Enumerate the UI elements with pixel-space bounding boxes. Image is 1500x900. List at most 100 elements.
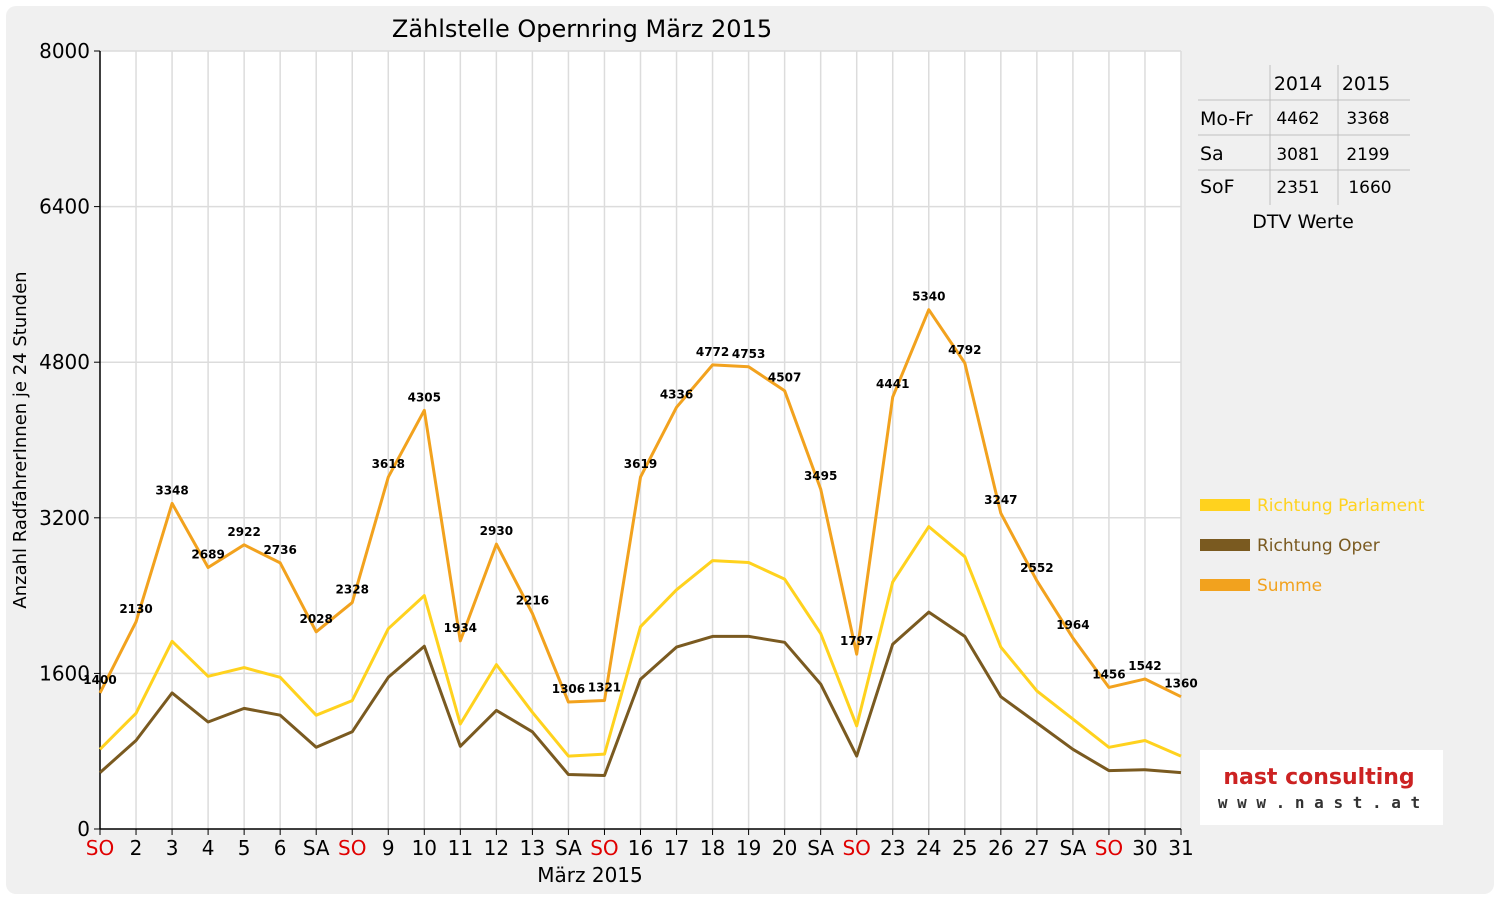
- dtv-cell: 3081: [1276, 145, 1319, 165]
- x-tick-label: SO: [842, 836, 870, 860]
- data-label: 4441: [876, 377, 909, 391]
- x-tick-label: SO: [590, 836, 618, 860]
- x-tick-label: SA: [303, 836, 330, 860]
- dtv-cell: 2351: [1276, 178, 1319, 198]
- data-label: 5340: [912, 290, 945, 304]
- dtv-cell: 4462: [1276, 109, 1319, 129]
- y-tick-label: 6400: [39, 195, 90, 219]
- x-tick-label: 16: [628, 836, 653, 860]
- x-tick-label: 27: [1024, 836, 1049, 860]
- x-tick-label: 25: [952, 836, 977, 860]
- data-label: 3348: [155, 483, 188, 497]
- x-tick-label: 19: [736, 836, 761, 860]
- y-tick-label: 1600: [39, 661, 90, 685]
- data-label: 4305: [408, 390, 441, 404]
- data-label: 4792: [948, 343, 981, 357]
- legend-swatch: [1200, 499, 1250, 511]
- dtv-table: 2014 2015 Mo-Fr 4462 3368 Sa 3081 2199 S…: [1198, 65, 1410, 233]
- legend-label: Richtung Parlament: [1257, 496, 1425, 516]
- legend-label: Summe: [1257, 576, 1322, 596]
- data-label: 3247: [984, 493, 1017, 507]
- x-tick-label: 11: [448, 836, 473, 860]
- x-tick-label: 4: [202, 836, 215, 860]
- x-tick-label: SO: [86, 836, 114, 860]
- x-tick-label: 10: [412, 836, 437, 860]
- data-label: 4772: [696, 345, 729, 359]
- x-tick-label: 6: [274, 836, 287, 860]
- legend-swatch: [1200, 539, 1250, 551]
- data-label: 1542: [1128, 659, 1161, 673]
- x-tick-label: SA: [807, 836, 834, 860]
- data-label: 2552: [1020, 561, 1053, 575]
- y-tick-label: 8000: [39, 39, 90, 63]
- data-label: 1360: [1164, 677, 1197, 691]
- data-label: 3619: [624, 457, 657, 471]
- data-label: 2736: [263, 543, 296, 557]
- x-tick-label: 23: [880, 836, 905, 860]
- dtv-cell: 3368: [1346, 109, 1389, 129]
- data-label: 2922: [227, 525, 260, 539]
- y-tick-label: 3200: [39, 506, 90, 530]
- grid: [100, 50, 1182, 829]
- dtv-cell: 2199: [1346, 145, 1389, 165]
- x-tick-label: 3: [166, 836, 179, 860]
- x-tick-label: 5: [238, 836, 251, 860]
- x-tick-label: 12: [484, 836, 509, 860]
- x-tick-label: SA: [1060, 836, 1087, 860]
- x-axis-title: März 2015: [537, 863, 643, 887]
- data-label: 1306: [552, 682, 585, 696]
- x-tick-label: 24: [916, 836, 941, 860]
- data-label: 2028: [299, 612, 332, 626]
- data-label: 2216: [516, 593, 549, 607]
- legend: Richtung Parlament Richtung Oper Summe: [1200, 496, 1425, 596]
- data-label: 1321: [588, 681, 621, 695]
- x-tick-label: 18: [700, 836, 725, 860]
- x-tick-label: SO: [1095, 836, 1123, 860]
- data-label: 4507: [768, 371, 801, 385]
- logo-name: nast consulting: [1223, 765, 1414, 790]
- data-label: 2130: [119, 602, 152, 616]
- legend-label: Richtung Oper: [1257, 536, 1380, 556]
- dtv-header-2014: 2014: [1274, 73, 1322, 95]
- series-lines: [98, 308, 1182, 777]
- x-tick-label: SO: [338, 836, 366, 860]
- data-label: 4336: [660, 387, 693, 401]
- dtv-row-label: Sa: [1200, 143, 1224, 165]
- data-label: 1964: [1056, 618, 1089, 632]
- x-tick-label: 17: [664, 836, 689, 860]
- x-tick-label: 2: [130, 836, 143, 860]
- dtv-caption: DTV Werte: [1252, 211, 1354, 233]
- y-axis-title: Anzahl RadfahrerInnen je 24 Stunden: [10, 271, 31, 608]
- data-label: 1934: [444, 621, 477, 635]
- chart-title: Zählstelle Opernring März 2015: [392, 15, 772, 43]
- series-line: [99, 610, 1182, 777]
- data-label: 1797: [840, 634, 873, 648]
- data-label: 1400: [83, 673, 116, 687]
- data-label: 3495: [804, 469, 837, 483]
- x-tick-label: 13: [520, 836, 545, 860]
- data-label: 2689: [191, 547, 224, 561]
- data-label: 4753: [732, 347, 765, 361]
- data-label: 3618: [372, 457, 405, 471]
- series-line: [98, 525, 1182, 758]
- x-tick-label: 30: [1132, 836, 1157, 860]
- x-tick-label: 31: [1168, 836, 1193, 860]
- series-line: [98, 308, 1182, 704]
- dtv-row-label: Mo-Fr: [1200, 108, 1253, 130]
- logo: nast consulting w w w . n a s t . a t: [1200, 750, 1443, 825]
- y-tick-label: 0: [77, 817, 90, 841]
- dtv-header-2015: 2015: [1342, 73, 1390, 95]
- logo-background: [1200, 750, 1443, 825]
- data-label: 1456: [1092, 667, 1125, 681]
- x-tick-label: SA: [555, 836, 582, 860]
- dtv-row-label: SoF: [1200, 176, 1235, 198]
- dtv-cell: 1660: [1348, 178, 1391, 198]
- legend-swatch: [1200, 579, 1250, 591]
- data-label: 2930: [480, 524, 513, 538]
- data-label: 2328: [336, 583, 369, 597]
- x-tick-label: 9: [382, 836, 395, 860]
- x-tick-label: 26: [988, 836, 1013, 860]
